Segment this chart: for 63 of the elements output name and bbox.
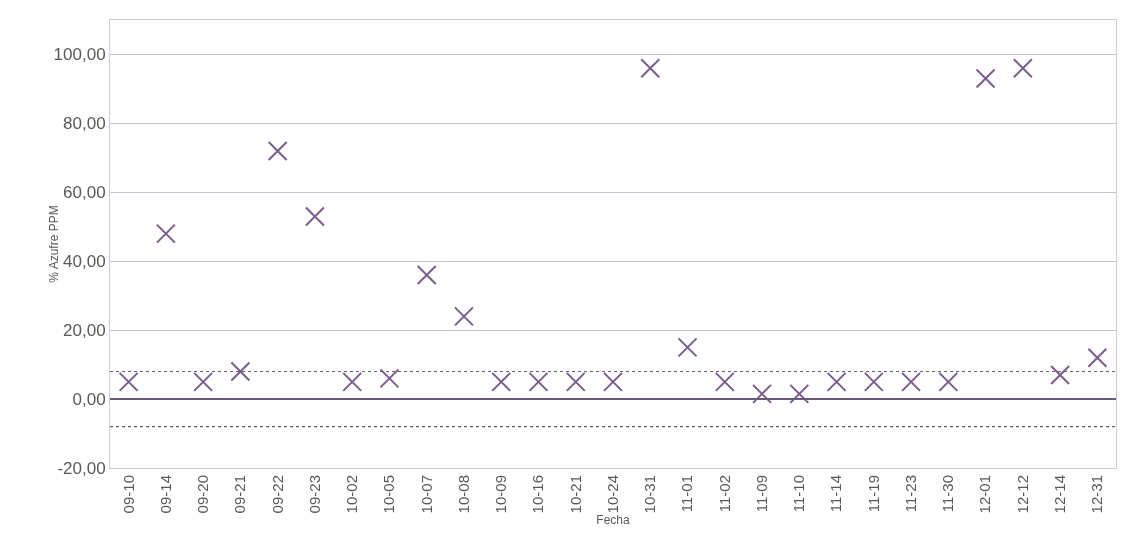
point: [565, 371, 586, 392]
point: [901, 371, 922, 392]
x-tick-label: 09-23: [305, 475, 323, 514]
point: [752, 383, 773, 404]
point: [975, 68, 996, 89]
point: [379, 368, 400, 389]
x-axis-title: Fecha: [596, 513, 630, 528]
x-tick-label: 09-10: [119, 475, 137, 514]
x-tick-label: 12-01: [976, 475, 994, 514]
point: [714, 371, 735, 392]
point: [342, 371, 363, 392]
y-tick-label: 60,00: [63, 183, 106, 203]
y-tick-label: -20,00: [57, 458, 106, 478]
x-tick-label: 10-05: [380, 475, 398, 514]
y-tick-label: 100,00: [53, 45, 106, 65]
x-tick-label: 11-30: [939, 475, 957, 513]
x-tick-label: 10-21: [566, 475, 584, 514]
point: [416, 265, 437, 286]
y-tick-label: 0,00: [72, 390, 106, 410]
x-tick-label: 11-01: [678, 475, 696, 513]
point: [304, 206, 325, 227]
x-tick-label: 11-23: [901, 475, 919, 513]
x-tick-label: 12-12: [1013, 475, 1031, 514]
point: [1012, 58, 1033, 79]
point: [938, 371, 959, 392]
point: [155, 223, 176, 244]
point: [1087, 347, 1108, 368]
point: [267, 140, 288, 161]
point: [677, 337, 698, 358]
point: [640, 58, 661, 79]
x-tick-label: 11-10: [790, 475, 808, 513]
x-tick-label: 10-24: [603, 475, 621, 514]
y-tick-label: 80,00: [63, 114, 106, 134]
x-tick-label: 10-09: [492, 475, 510, 514]
x-tick-label: 10-02: [343, 475, 361, 514]
x-tick-label: 10-31: [641, 475, 659, 514]
x-tick-label: 09-14: [156, 475, 174, 514]
x-tick-label: 11-02: [715, 475, 733, 513]
point: [230, 361, 251, 382]
point: [118, 371, 139, 392]
x-tick-label: 11-14: [827, 475, 845, 513]
point: [789, 383, 810, 404]
x-tick-label: 12-31: [1088, 475, 1106, 514]
x-tick-label: 10-08: [454, 475, 472, 514]
point: [193, 371, 214, 392]
x-tick-label: 11-19: [864, 475, 882, 513]
point: [603, 371, 623, 392]
point: [863, 371, 884, 392]
x-tick-label: 12-14: [1050, 475, 1068, 514]
x-tick-label: 09-22: [268, 475, 286, 514]
y-axis-title: % Azufre PPM: [47, 205, 62, 283]
point: [528, 371, 549, 392]
point: [1050, 364, 1071, 385]
point: [826, 371, 847, 392]
y-tick-label: 40,00: [63, 252, 106, 272]
y-tick-label: 20,00: [63, 321, 106, 341]
x-tick-label: 10-16: [529, 475, 547, 514]
point: [491, 371, 512, 392]
x-tick-label: 09-20: [194, 475, 212, 514]
x-tick-label: 10-07: [417, 475, 435, 514]
point: [453, 306, 474, 327]
x-tick-label: 09-21: [231, 475, 249, 514]
x-tick-label: 11-09: [752, 475, 770, 513]
